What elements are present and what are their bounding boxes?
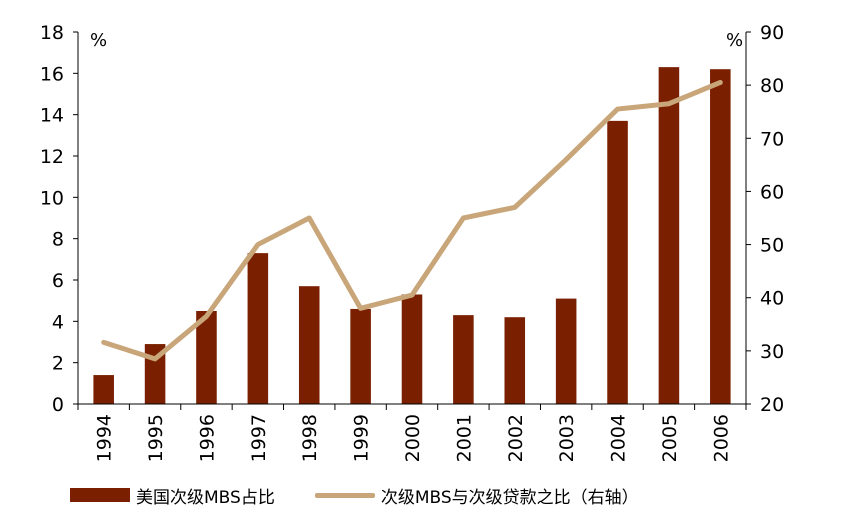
left-tick-label: 10 bbox=[40, 187, 64, 209]
left-tick-label: 8 bbox=[52, 229, 64, 251]
x-tick-label: 2003 bbox=[556, 414, 578, 462]
legend-item-line: 次级MBS与次级贷款之比（右轴） bbox=[314, 483, 639, 508]
bar-2002 bbox=[504, 317, 526, 404]
bar-1994 bbox=[93, 375, 114, 404]
x-tick-label: 2005 bbox=[659, 414, 681, 462]
x-tick-label: 2001 bbox=[453, 414, 475, 462]
bar-2006 bbox=[710, 69, 731, 404]
right-tick-label: 40 bbox=[760, 288, 784, 310]
x-tick-label: 2002 bbox=[505, 414, 527, 462]
line-series bbox=[101, 79, 723, 362]
right-tick-label: 80 bbox=[760, 75, 784, 97]
right-axis: 20 30 40 50 60 70 80 90 bbox=[745, 22, 784, 416]
x-tick-label: 2006 bbox=[710, 414, 732, 462]
right-tick-label: 70 bbox=[760, 128, 784, 150]
legend: 美国次级MBS占比 次级MBS与次级贷款之比（右轴） bbox=[70, 480, 830, 510]
left-tick-label: 2 bbox=[52, 353, 64, 375]
bar-series bbox=[93, 67, 731, 404]
bar-2005 bbox=[658, 67, 680, 404]
right-tick-label: 30 bbox=[760, 341, 784, 363]
legend-label-line: 次级MBS与次级贷款之比（右轴） bbox=[380, 487, 639, 508]
bar-1998 bbox=[298, 286, 320, 404]
left-tick-label: 16 bbox=[40, 63, 64, 85]
bar-1997 bbox=[247, 253, 269, 404]
left-tick-label: 18 bbox=[40, 22, 64, 44]
bar-2003 bbox=[555, 298, 577, 404]
left-tick-label: 6 bbox=[52, 270, 64, 292]
right-axis-unit: % bbox=[726, 30, 743, 51]
right-tick-label: 60 bbox=[760, 181, 784, 203]
right-tick-label: 50 bbox=[760, 235, 784, 257]
legend-item-bar: 美国次级MBS占比 bbox=[70, 483, 275, 508]
legend-label-bar: 美国次级MBS占比 bbox=[136, 487, 275, 508]
x-tick-label: 1995 bbox=[145, 414, 167, 462]
bar-1996 bbox=[196, 311, 217, 404]
left-axis: 0 2 4 6 8 10 12 14 16 18 bbox=[40, 22, 79, 416]
left-axis-unit: % bbox=[90, 30, 107, 51]
x-tick-label: 1998 bbox=[299, 414, 321, 462]
x-tick-label: 1994 bbox=[94, 414, 116, 462]
left-tick-label: 4 bbox=[52, 311, 64, 333]
x-tick-label: 2004 bbox=[608, 414, 630, 462]
legend-swatch-bar bbox=[70, 488, 130, 502]
legend-swatch-line bbox=[314, 492, 375, 498]
x-tick-label: 1997 bbox=[248, 414, 270, 462]
left-tick-label: 12 bbox=[40, 146, 64, 168]
x-tick-label: 1996 bbox=[196, 414, 218, 462]
bar-2001 bbox=[453, 315, 474, 404]
right-tick-label: 20 bbox=[760, 394, 784, 416]
x-axis: 1994 1995 1996 1997 1998 1999 2000 2001 2002 2003… bbox=[77, 403, 747, 462]
x-tick-label: 1999 bbox=[351, 414, 373, 462]
right-tick-label: 90 bbox=[760, 22, 784, 44]
left-tick-label: 14 bbox=[40, 105, 64, 127]
x-tick-label: 2000 bbox=[402, 414, 424, 462]
left-tick-label: 0 bbox=[52, 394, 64, 416]
bar-2004 bbox=[607, 120, 628, 404]
bar-2000 bbox=[401, 294, 423, 404]
bar-1999 bbox=[350, 308, 371, 404]
